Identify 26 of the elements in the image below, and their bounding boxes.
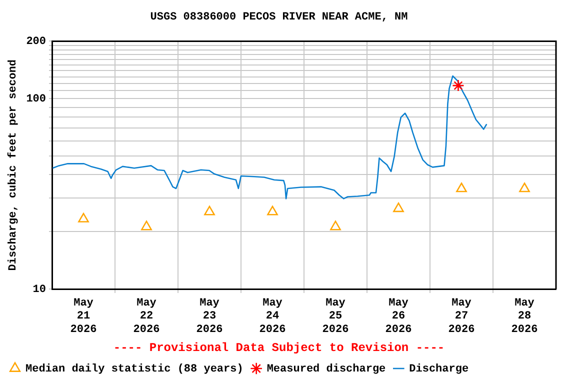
y-tick-label: 200 [26, 36, 46, 48]
x-tick-label: May 22 2026 [133, 297, 160, 336]
chart-title: USGS 08386000 PECOS RIVER NEAR ACME, NM [150, 11, 408, 24]
x-tick-label: May 25 2026 [322, 297, 349, 336]
legend-label: Discharge [409, 363, 469, 376]
point [141, 220, 152, 230]
x-tick-label: May 27 2026 [448, 297, 475, 336]
point [456, 182, 467, 192]
point [204, 206, 215, 216]
legend-label: Median daily statistic (88 years) [26, 363, 244, 376]
x-tick-label: May 26 2026 [385, 297, 412, 336]
y-tick-label: 100 [26, 93, 46, 106]
x-tick-label: May 28 2026 [511, 297, 538, 336]
point [519, 182, 530, 192]
y-axis-title: Discharge, cubic feet per second [6, 59, 20, 271]
x-tick-label: May 23 2026 [196, 297, 223, 336]
x-tick-label: May 24 2026 [259, 297, 286, 336]
x-tick-label: May 21 2026 [70, 297, 97, 336]
point [393, 202, 404, 212]
point [78, 212, 89, 222]
y-tick-label: 10 [32, 284, 46, 296]
point [330, 220, 341, 230]
legend-label: Measured discharge [266, 363, 386, 376]
point [267, 206, 278, 216]
point [452, 79, 464, 92]
text: ---- Provisional Data Subject to Revision ---- [113, 340, 445, 355]
